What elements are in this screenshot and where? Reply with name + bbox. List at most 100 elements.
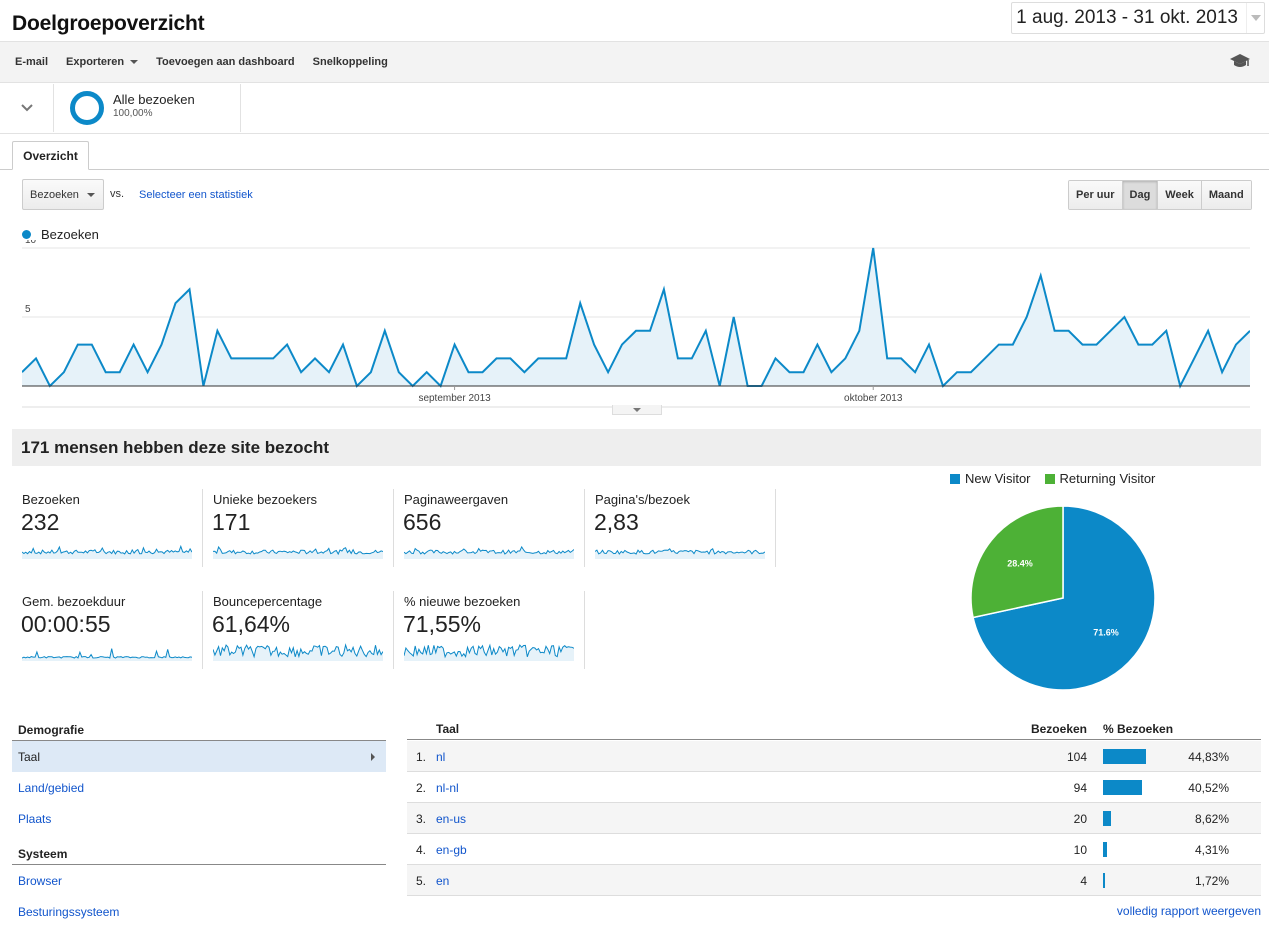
metric-select[interactable]: Bezoeken <box>22 179 104 210</box>
add-to-dashboard-button[interactable]: Toevoegen aan dashboard <box>156 56 295 68</box>
pie-legend: New Visitor Returning Visitor <box>950 471 1169 486</box>
sparkline-line <box>213 643 383 659</box>
pie-slice-label: 71.6% <box>1093 628 1119 638</box>
x-tick-label: oktober 2013 <box>844 393 903 404</box>
sparkline-line <box>213 545 383 556</box>
export-button[interactable]: Exporteren <box>66 56 139 68</box>
sparkline-area <box>404 546 574 559</box>
language-link[interactable]: nl-nl <box>436 781 459 795</box>
visits-value: 20 <box>1073 812 1087 826</box>
nav-item-country[interactable]: Land/gebied <box>18 780 85 795</box>
visitor-type-pie-chart: 71.6% 28.4% <box>970 505 1156 691</box>
email-button[interactable]: E-mail <box>15 56 48 68</box>
percentage-bar <box>1103 780 1142 795</box>
segment-name: Alle bezoeken <box>113 92 195 107</box>
sparkline-line <box>22 648 192 659</box>
metric-label: Bouncepercentage <box>213 594 323 609</box>
sparkline-line <box>22 544 192 555</box>
sparkline <box>404 545 574 559</box>
metric-label: Paginaweergaven <box>404 492 509 507</box>
metric-label: Pagina's/bezoek <box>595 492 690 507</box>
metric-value: 71,55% <box>403 611 482 637</box>
metric-label: Bezoeken <box>22 492 80 507</box>
graduation-cap-icon[interactable] <box>1229 52 1251 70</box>
sparkline <box>22 544 192 559</box>
language-link[interactable]: en-gb <box>436 843 467 857</box>
visits-value: 10 <box>1073 843 1087 857</box>
metric-value: 00:00:55 <box>21 611 111 637</box>
date-range-picker[interactable]: 1 aug. 2013 - 31 okt. 2013 <box>1011 2 1265 34</box>
series-line <box>22 247 1250 389</box>
y-tick-label: 5 <box>25 304 31 315</box>
legend-text: New Visitor <box>965 471 1031 486</box>
tab-overview[interactable]: Overzicht <box>12 141 89 170</box>
segment-toggle[interactable] <box>0 84 54 132</box>
tab-divider <box>0 169 1269 170</box>
legend-item-new-visitor[interactable]: New Visitor <box>950 471 1031 486</box>
row-index: 5. <box>416 874 427 888</box>
metric-value: 171 <box>212 509 251 535</box>
caret-down-icon <box>130 60 139 64</box>
period-week-button[interactable]: Week <box>1158 181 1202 209</box>
email-label: E-mail <box>15 56 49 68</box>
percentage-bar <box>1103 749 1146 764</box>
row-index: 4. <box>416 843 427 857</box>
nav-item-city[interactable]: Plaats <box>18 811 52 826</box>
segment-percentage: 100,00% <box>113 108 153 119</box>
nav-item-browser[interactable]: Browser <box>18 873 63 888</box>
nav-item-os[interactable]: Besturingssysteem <box>18 904 120 919</box>
period-day-button[interactable]: Dag <box>1122 181 1159 209</box>
chevron-down-icon <box>20 104 33 112</box>
series-area <box>22 248 1250 386</box>
percentage-value: 44,83% <box>1188 750 1229 764</box>
column-header-visits[interactable]: Bezoeken <box>1030 722 1087 736</box>
period-hour-button[interactable]: Per uur <box>1069 181 1123 209</box>
y-tick-label: 10 <box>25 240 37 246</box>
metric-value: 2,83 <box>594 509 639 535</box>
visits-value: 4 <box>1080 874 1087 888</box>
nav-divider <box>12 740 386 741</box>
percentage-value: 40,52% <box>1188 781 1229 795</box>
sparkline-area <box>22 546 192 559</box>
metric-card-bounce-rate[interactable]: Bouncepercentage 61,64% <box>203 591 394 669</box>
full-report-link[interactable]: volledig rapport weergeven <box>1116 904 1261 918</box>
metric-card-pages-per-visit[interactable]: Pagina's/bezoek 2,83 <box>585 489 776 567</box>
language-link[interactable]: nl <box>436 750 446 764</box>
period-month-button[interactable]: Maand <box>1201 181 1251 209</box>
metric-card-avg-duration[interactable]: Gem. bezoekduur 00:00:55 <box>12 591 203 669</box>
nav-item-language[interactable]: Taal <box>12 741 386 772</box>
sparkline-line <box>595 548 765 555</box>
percentage-bar <box>1103 811 1112 826</box>
table-row: 4. en-gb 10 4,31% <box>407 834 1261 865</box>
nav-heading-system: Systeem <box>18 847 68 861</box>
sparkline <box>404 643 574 661</box>
metric-value: 61,64% <box>212 611 291 637</box>
segment-all-visits[interactable]: Alle bezoeken 100,00% <box>55 84 241 132</box>
sparkline-line <box>404 545 574 555</box>
sparkline <box>213 643 383 661</box>
pie-slice[interactable] <box>970 505 1064 619</box>
pie-slice[interactable] <box>972 505 1156 691</box>
select-statistic-link[interactable]: Selecteer een statistiek <box>139 189 253 201</box>
visits-value: 104 <box>1066 750 1087 764</box>
language-link[interactable]: en <box>436 874 450 888</box>
segment-bar: Alle bezoeken 100,00% <box>0 84 1269 134</box>
metric-card-visits[interactable]: Bezoeken 232 <box>12 489 203 567</box>
summary-heading: 171 mensen hebben deze site bezocht <box>12 429 1261 466</box>
legend-item-returning-visitor[interactable]: Returning Visitor <box>1044 471 1155 486</box>
legend-swatch <box>950 473 960 484</box>
shortcut-button[interactable]: Snelkoppeling <box>313 56 388 68</box>
language-link[interactable]: en-us <box>436 812 467 826</box>
report-toolbar: E-mail Exporteren Toevoegen aan dashboar… <box>0 41 1269 83</box>
legend-dot-icon <box>22 230 31 239</box>
metric-label: % nieuwe bezoeken <box>404 594 521 609</box>
metric-value: 232 <box>21 509 60 535</box>
chart-collapse-handle[interactable] <box>612 405 662 415</box>
metric-card-new-visits[interactable]: % nieuwe bezoeken 71,55% <box>394 591 585 669</box>
chevron-down-icon[interactable] <box>1246 3 1264 33</box>
metric-select-label: Bezoeken <box>30 188 79 201</box>
metric-card-pageviews[interactable]: Paginaweergaven 656 <box>394 489 585 567</box>
percentage-value: 8,62% <box>1194 812 1229 826</box>
metric-card-unique-visitors[interactable]: Unieke bezoekers 171 <box>203 489 394 567</box>
visits-value: 94 <box>1073 781 1087 795</box>
